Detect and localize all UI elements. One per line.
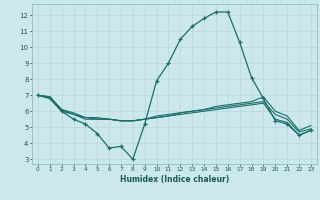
X-axis label: Humidex (Indice chaleur): Humidex (Indice chaleur) [120, 175, 229, 184]
